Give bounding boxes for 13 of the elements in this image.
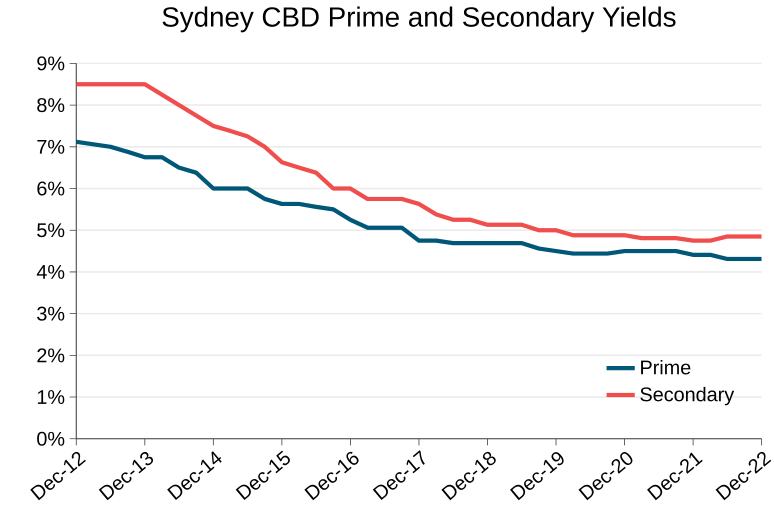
y-tick-label: 4% — [36, 265, 64, 279]
legend-label: Prime — [641, 360, 690, 374]
y-tick-label: 5% — [37, 223, 64, 238]
y-tick-label: 9% — [37, 56, 64, 70]
y-tick-label: 2% — [37, 348, 64, 362]
legend-label: Secondary — [640, 386, 734, 406]
chart-title: Sydney CBD Prime and Secondary Yields — [162, 6, 676, 32]
y-tick-label: 6% — [37, 181, 64, 196]
y-tick-label: 7% — [37, 140, 64, 154]
y-tick-label: 3% — [37, 306, 64, 321]
y-tick-label: 8% — [37, 98, 64, 112]
y-tick-label: 1% — [38, 390, 64, 404]
y-tick-label: 0% — [37, 432, 64, 446]
